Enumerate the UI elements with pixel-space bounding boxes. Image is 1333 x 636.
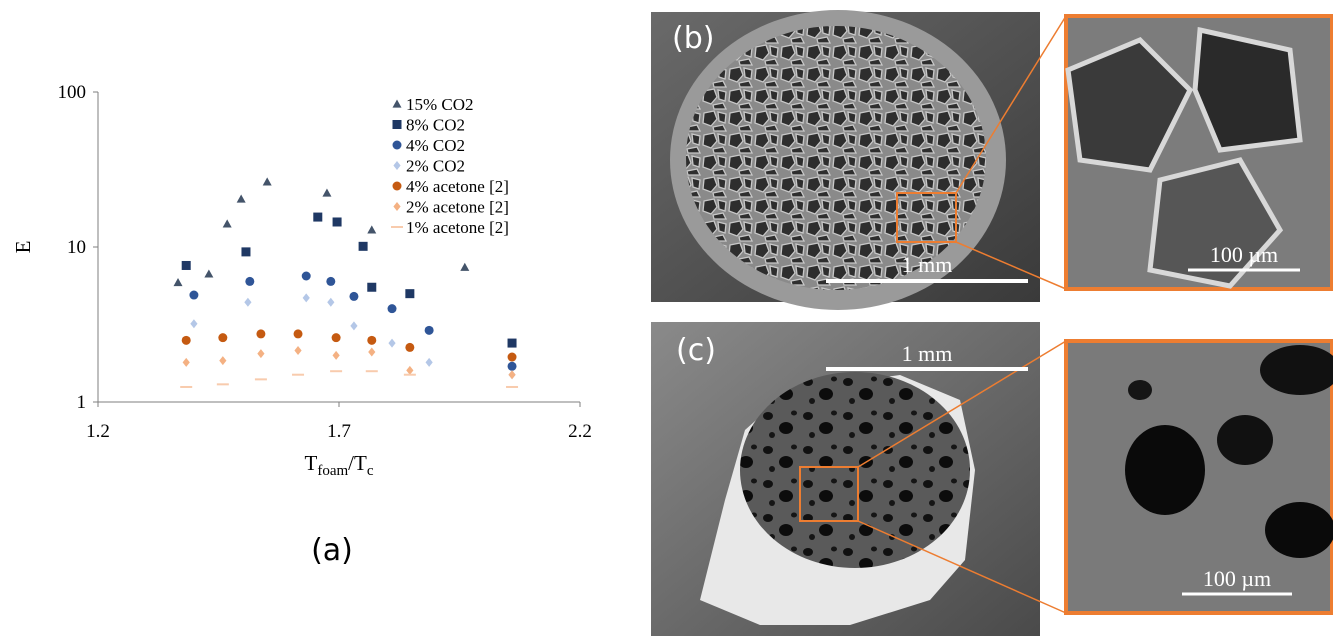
point [254, 378, 267, 381]
panel-label: (c) [676, 333, 716, 368]
point [424, 325, 434, 335]
point [425, 357, 433, 367]
legend-marker [393, 202, 401, 211]
point [236, 194, 246, 203]
legend-label: 15% CO2 [406, 95, 474, 114]
point [507, 352, 517, 362]
legend-marker [392, 120, 402, 129]
legend-marker [391, 226, 403, 228]
x-axis-label: Tfoam/Tc [305, 451, 374, 479]
point [301, 271, 311, 281]
point [181, 335, 191, 345]
y-tick-label: 1 [77, 392, 87, 413]
legend-label: 2% CO2 [406, 157, 465, 176]
x-axis-label-part: c [367, 463, 374, 479]
point [332, 217, 342, 227]
point [331, 333, 341, 343]
point [262, 177, 272, 186]
legend-label: 8% CO2 [406, 116, 465, 135]
sem-image-c [651, 322, 1040, 636]
point [326, 276, 336, 286]
x-axis-label-part: foam [317, 463, 348, 479]
point [506, 385, 519, 388]
x-axis-label-part: /T [348, 451, 367, 475]
point [182, 357, 190, 367]
point [293, 329, 303, 339]
point [313, 212, 323, 222]
point [388, 338, 396, 348]
point [292, 373, 305, 376]
point [330, 370, 343, 373]
legend-marker [392, 99, 402, 108]
point [219, 356, 227, 366]
legend-label: 4% acetone [2] [406, 177, 509, 196]
scale-bar-label: 100 µm [1210, 242, 1278, 267]
point [245, 276, 255, 286]
point [508, 370, 516, 380]
sem-zoom-b [1064, 14, 1333, 291]
x-axis-label-part: T [305, 451, 318, 475]
point [244, 297, 252, 307]
zoom-connector [955, 15, 1067, 290]
point [218, 333, 228, 343]
point [507, 338, 517, 348]
point [403, 373, 416, 376]
y-tick-label: 100 [58, 82, 87, 103]
point [365, 370, 378, 373]
zoom-connector [857, 340, 1067, 614]
zoom-box [799, 466, 859, 522]
sem-image-b [651, 10, 1040, 310]
legend-label: 2% acetone [2] [406, 198, 509, 217]
x-tick-label: 2.2 [568, 421, 592, 442]
point [327, 297, 335, 307]
point [460, 262, 470, 271]
point [358, 241, 368, 251]
point [368, 347, 376, 357]
scale-bar-label: 100 µm [1203, 566, 1271, 591]
point [257, 349, 265, 359]
point [181, 260, 191, 270]
legend-label: 4% CO2 [406, 136, 465, 155]
point [180, 385, 193, 388]
sem-zoom-c [1064, 339, 1333, 615]
scale-bar-label: 1 mm [902, 252, 953, 277]
point [349, 291, 359, 301]
x-tick-label: 1.7 [327, 421, 351, 442]
point [322, 188, 332, 197]
point [367, 225, 377, 234]
point [367, 282, 377, 292]
point [406, 365, 414, 375]
point [405, 342, 415, 352]
point [173, 278, 183, 287]
legend-marker [392, 140, 402, 150]
panel-label: (a) [311, 533, 353, 568]
point [302, 293, 310, 303]
scale-bar-label: 1 mm [902, 341, 953, 366]
legend-marker [392, 181, 402, 191]
y-axis-label: E [11, 241, 35, 254]
x-tick-label: 1.2 [86, 421, 110, 442]
point [332, 350, 340, 360]
y-tick-label: 10 [67, 237, 86, 258]
point [507, 361, 517, 371]
point [204, 269, 214, 278]
point [190, 319, 198, 329]
point [216, 383, 229, 386]
legend-label: 1% acetone [2] [406, 218, 509, 237]
panel-label: (b) [672, 21, 714, 56]
point [387, 304, 397, 314]
point [350, 321, 358, 331]
point [405, 289, 415, 299]
legend-marker [393, 161, 401, 170]
point [189, 290, 199, 300]
point [294, 345, 302, 355]
point [367, 335, 377, 345]
zoom-box [896, 192, 957, 243]
point [241, 247, 251, 257]
point [222, 219, 232, 228]
point [256, 329, 266, 339]
